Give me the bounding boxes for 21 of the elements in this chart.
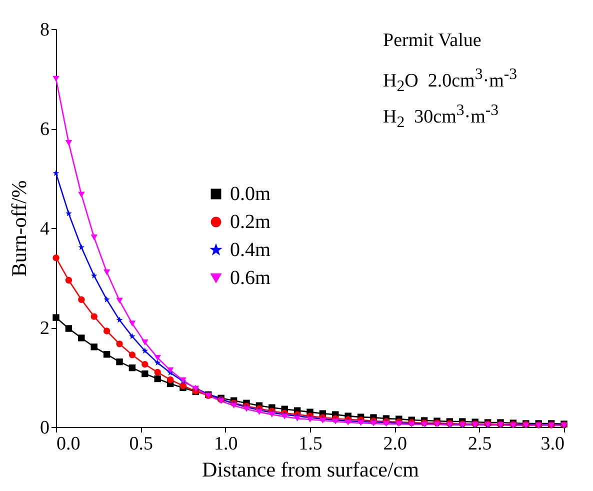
annotation: H$_{2}$O 2.0cm$^{3}$·m$^{-3}$ — [383, 66, 518, 98]
y-tick-label: 0 — [40, 418, 50, 438]
x-tick-label: 1.5 — [298, 434, 322, 454]
x-tick-label: 2.5 — [468, 434, 492, 454]
y-tick-label: 4 — [40, 218, 50, 240]
legend-label: 0.2m — [230, 211, 271, 233]
y-tick-label: 6 — [40, 119, 50, 140]
legend-label: 0.0m — [230, 183, 271, 205]
x-axis-title: Distance from surface/cm — [202, 458, 419, 482]
x-tick-label: 3.0 — [540, 434, 564, 454]
x-tick-label: 1.0 — [214, 434, 238, 454]
y-tick-label: 2 — [40, 318, 50, 339]
legend-label: 0.6m — [230, 267, 271, 289]
legend-label: 0.4m — [230, 239, 271, 261]
x-tick-label: 0.0 — [56, 434, 80, 454]
y-axis-title: Burn-off/% — [7, 180, 31, 277]
annotation: H$_{2}$ 30cm$^{3}$·m$^{-3}$ — [383, 102, 500, 134]
annotation: Permit Value — [383, 30, 482, 53]
x-tick-label: 0.5 — [129, 434, 154, 454]
y-tick-label: 8 — [40, 20, 50, 40]
x-tick-label: 2.0 — [383, 434, 408, 454]
